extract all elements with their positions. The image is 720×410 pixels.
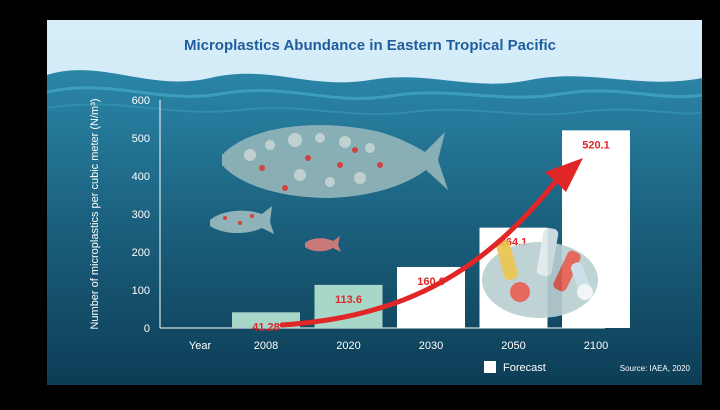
x-tick-label-2100: 2100 xyxy=(584,340,608,352)
y-tick-label: 100 xyxy=(132,285,150,297)
x-tick-label-2020: 2020 xyxy=(336,340,360,352)
chart-title: Microplastics Abundance in Eastern Tropi… xyxy=(184,37,556,54)
x-tick-label-2050: 2050 xyxy=(501,340,525,352)
legend: Forecast xyxy=(484,361,546,374)
legend-label-forecast: Forecast xyxy=(503,362,546,374)
bar-value-label-2020: 113.6 xyxy=(335,294,362,306)
y-axis-label: Number of microplastics per cubic meter … xyxy=(89,98,101,329)
bar-value-label-2100: 520.1 xyxy=(582,139,610,151)
x-tick-label-2030: 2030 xyxy=(419,340,443,352)
y-tick-label: 300 xyxy=(132,209,150,221)
legend-swatch-forecast xyxy=(484,361,496,373)
source-note: Source: IAEA, 2020 xyxy=(620,364,691,373)
x-tick-label-2008: 2008 xyxy=(254,340,278,352)
y-tick-label: 200 xyxy=(132,247,150,259)
y-tick-label: 400 xyxy=(132,171,150,183)
y-tick-label: 600 xyxy=(132,95,150,107)
bar-value-label-2008: 41.28 xyxy=(252,321,280,333)
y-tick-label: 0 xyxy=(144,323,150,335)
x-axis-label: Year xyxy=(189,340,212,352)
y-tick-label: 500 xyxy=(132,133,150,145)
